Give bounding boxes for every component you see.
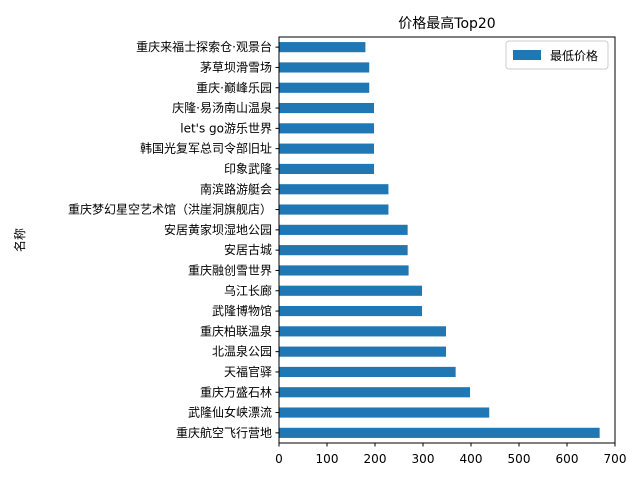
bar xyxy=(279,326,447,337)
bar xyxy=(279,407,490,418)
bar xyxy=(279,42,366,53)
y-tick-label: 安居古城 xyxy=(224,242,272,257)
x-axis-ticks: 0 100 200 300 400 500 600 700 xyxy=(275,443,626,466)
y-tick-label: 重庆融创雪世界 xyxy=(188,263,272,277)
legend: 最低价格 xyxy=(505,40,609,70)
x-tick-label: 600 xyxy=(556,452,579,466)
y-tick-label: 重庆万盛石林 xyxy=(200,384,272,399)
bar xyxy=(279,62,370,73)
bar xyxy=(279,265,409,276)
bar xyxy=(279,366,456,378)
bar xyxy=(279,123,375,134)
x-tick-label: 0 xyxy=(275,452,283,466)
x-tick-label: 100 xyxy=(316,452,339,466)
y-tick-label: 印象武隆 xyxy=(224,161,272,176)
bar xyxy=(279,387,471,398)
y-tick-label: 重庆·巅峰乐园 xyxy=(196,81,272,95)
x-tick-label: 700 xyxy=(604,452,627,466)
y-tick-label: 武隆博物馆 xyxy=(212,303,272,318)
legend-swatch xyxy=(513,50,541,60)
bar xyxy=(279,82,370,93)
y-tick-label: 庆隆·易汤南山温泉 xyxy=(172,100,272,115)
y-tick-label: 天福官驿 xyxy=(224,364,272,379)
bar xyxy=(279,143,375,154)
legend-label: 最低价格 xyxy=(550,48,598,63)
bar xyxy=(279,285,423,296)
plot-frame xyxy=(278,36,616,444)
y-axis-ticks: 重庆航空飞行营地 武隆仙女峡漂流 重庆万盛石林 天福官驿 北温泉公园 重庆柏联温泉 武隆博物… xyxy=(68,39,279,440)
legend-frame xyxy=(505,40,609,70)
bar xyxy=(279,346,447,357)
x-tick-label: 400 xyxy=(460,452,483,466)
y-tick-label: 重庆来福士探索仓·观景台 xyxy=(136,39,272,54)
bars-group xyxy=(279,42,600,438)
x-tick-label: 200 xyxy=(364,452,387,466)
y-tick-label: 乌江长廊 xyxy=(224,283,272,298)
y-axis-label: 名称 xyxy=(12,228,27,252)
bar xyxy=(279,163,375,175)
bar xyxy=(279,102,375,114)
y-tick-label: 北温泉公园 xyxy=(212,345,272,359)
x-tick-label: 300 xyxy=(412,452,435,466)
y-tick-label: let's go游乐世界 xyxy=(180,121,272,135)
axes-frame xyxy=(278,36,616,444)
y-tick-label: 南滨路游艇会 xyxy=(200,181,272,196)
y-tick-label: 安居黄家坝湿地公园 xyxy=(164,222,272,237)
y-tick-label: 重庆航空飞行营地 xyxy=(176,425,272,440)
bar xyxy=(279,204,389,215)
y-tick-label: 武隆仙女峡漂流 xyxy=(188,405,272,420)
bar xyxy=(279,427,600,438)
y-tick-label: 茅草坝滑雪场 xyxy=(200,60,272,74)
bar xyxy=(279,224,408,235)
bar xyxy=(279,184,389,195)
y-tick-label: 韩国光复军总司令部旧址 xyxy=(140,141,272,156)
bar xyxy=(279,305,423,317)
chart-title: 价格最高Top20 xyxy=(398,15,495,32)
y-tick-label: 重庆梦幻星空艺术馆（洪崖洞旗舰店） xyxy=(68,202,272,217)
y-tick-label: 重庆柏联温泉 xyxy=(200,323,272,338)
x-tick-label: 500 xyxy=(508,452,531,466)
bar xyxy=(279,245,408,256)
